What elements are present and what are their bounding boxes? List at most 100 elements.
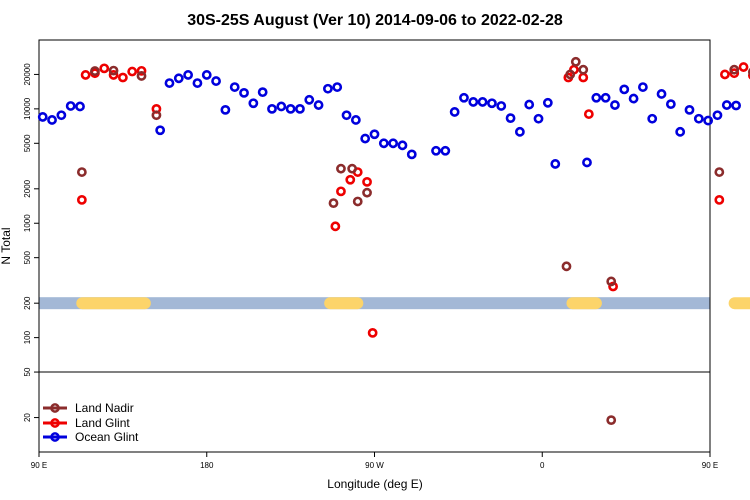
legend-entry-land-nadir: Land Nadir <box>43 401 134 415</box>
point-land-nadir <box>328 198 339 209</box>
point-ocean-glint <box>183 70 194 80</box>
point-land-nadir <box>565 69 576 80</box>
point-ocean-glint <box>323 83 333 94</box>
chart-title: 30S-25S August (Ver 10) 2014-09-06 to 20… <box>187 12 563 29</box>
legend-label-land-glint: Land Glint <box>75 416 130 430</box>
plot-frame <box>38 39 711 453</box>
point-ocean-glint <box>550 159 561 169</box>
legend-marker-ocean-glint <box>50 432 60 442</box>
point-land-glint <box>583 109 594 119</box>
point-land-nadir <box>136 71 147 81</box>
point-land-glint <box>99 63 110 74</box>
point-ocean-glint <box>248 98 259 109</box>
point-land-glint <box>362 176 372 187</box>
x-axis-label: Longitude (deg E) <box>327 477 422 491</box>
point-ocean-glint <box>211 76 221 86</box>
point-ocean-glint <box>721 100 732 110</box>
point-ocean-glint <box>459 92 469 103</box>
point-ocean-glint <box>619 84 630 95</box>
point-ocean-glint <box>65 101 76 111</box>
point-ocean-glint <box>656 89 667 99</box>
point-land-nadir <box>606 276 617 287</box>
point-ocean-glint <box>304 94 315 105</box>
point-ocean-glint <box>533 113 544 124</box>
point-ocean-glint <box>56 110 67 121</box>
point-land-nadir <box>570 56 581 67</box>
point-ocean-glint <box>285 103 296 114</box>
point-ocean-glint <box>712 110 723 121</box>
point-land-nadir <box>108 65 119 76</box>
point-land-glint <box>136 65 147 76</box>
point-ocean-glint <box>684 104 695 115</box>
point-ocean-glint <box>267 103 277 114</box>
point-ocean-glint <box>313 100 324 110</box>
point-ocean-glint <box>360 133 371 144</box>
y-axis: 20 50 100 200 500 1000 2000 5000 10000 20000 <box>23 63 39 422</box>
point-ocean-glint <box>239 87 249 98</box>
point-land-glint <box>578 72 589 83</box>
point-land-nadir <box>362 187 372 198</box>
point-ocean-glint <box>628 93 639 104</box>
point-ocean-glint <box>505 113 516 124</box>
legend-marker-land-nadir <box>50 403 60 413</box>
point-land-nadir <box>561 261 572 272</box>
points-layer <box>37 56 750 426</box>
point-land-glint <box>345 174 356 185</box>
point-ocean-glint <box>647 113 658 124</box>
point-ocean-glint <box>468 97 479 107</box>
point-land-glint <box>738 62 749 72</box>
point-ocean-glint <box>257 87 268 98</box>
point-ocean-glint <box>378 138 389 149</box>
point-ocean-glint <box>703 115 714 126</box>
point-land-nadir <box>336 163 346 174</box>
point-land-nadir <box>729 64 740 75</box>
x-tick-label: 90 W <box>365 461 384 470</box>
point-land-nadir <box>347 163 358 174</box>
x-tick-label: 90 E <box>702 461 718 470</box>
point-ocean-glint <box>220 104 231 115</box>
y-tick-label: 20000 <box>23 63 32 86</box>
point-land-nadir <box>76 167 87 177</box>
point-ocean-glint <box>406 149 417 160</box>
y-tick-label: 2000 <box>23 179 32 197</box>
y-tick-label: 10000 <box>23 97 32 120</box>
point-land-glint <box>367 327 378 338</box>
legend-label-land-nadir: Land Nadir <box>75 401 134 415</box>
y-tick-label: 100 <box>23 330 32 344</box>
point-land-glint <box>76 194 87 205</box>
point-ocean-glint <box>155 125 166 136</box>
point-ocean-glint <box>201 70 212 80</box>
point-land-nadir <box>90 66 100 76</box>
point-ocean-glint <box>37 112 48 122</box>
point-ocean-glint <box>295 103 305 114</box>
point-land-nadir <box>606 415 617 426</box>
point-ocean-glint <box>487 98 497 109</box>
point-ocean-glint <box>192 78 203 88</box>
point-land-glint <box>747 71 750 80</box>
y-tick-label: 5000 <box>23 134 32 152</box>
point-ocean-glint <box>164 78 175 88</box>
point-ocean-glint <box>350 115 361 125</box>
point-land-glint <box>108 70 119 80</box>
point-land-nadir <box>151 110 162 121</box>
point-ocean-glint <box>173 73 184 84</box>
legend-entry-ocean-glint: Ocean Glint <box>43 430 139 444</box>
point-ocean-glint <box>582 157 592 168</box>
point-land-glint <box>127 66 138 77</box>
point-ocean-glint <box>449 107 460 117</box>
point-ocean-glint <box>638 82 648 92</box>
point-ocean-glint <box>341 110 352 121</box>
point-land-nadir <box>747 68 750 76</box>
legend-marker-land-glint <box>50 418 60 428</box>
band-layer <box>39 297 750 310</box>
point-land-nadir <box>352 196 363 207</box>
point-land-glint <box>729 68 740 79</box>
point-ocean-glint <box>440 145 451 156</box>
point-land-glint <box>117 72 128 83</box>
point-ocean-glint <box>47 115 57 125</box>
point-ocean-glint <box>731 100 741 111</box>
band-highlight-1 <box>324 297 364 310</box>
y-tick-label: 500 <box>23 250 32 264</box>
point-ocean-glint <box>496 101 507 111</box>
point-ocean-glint <box>369 129 380 140</box>
